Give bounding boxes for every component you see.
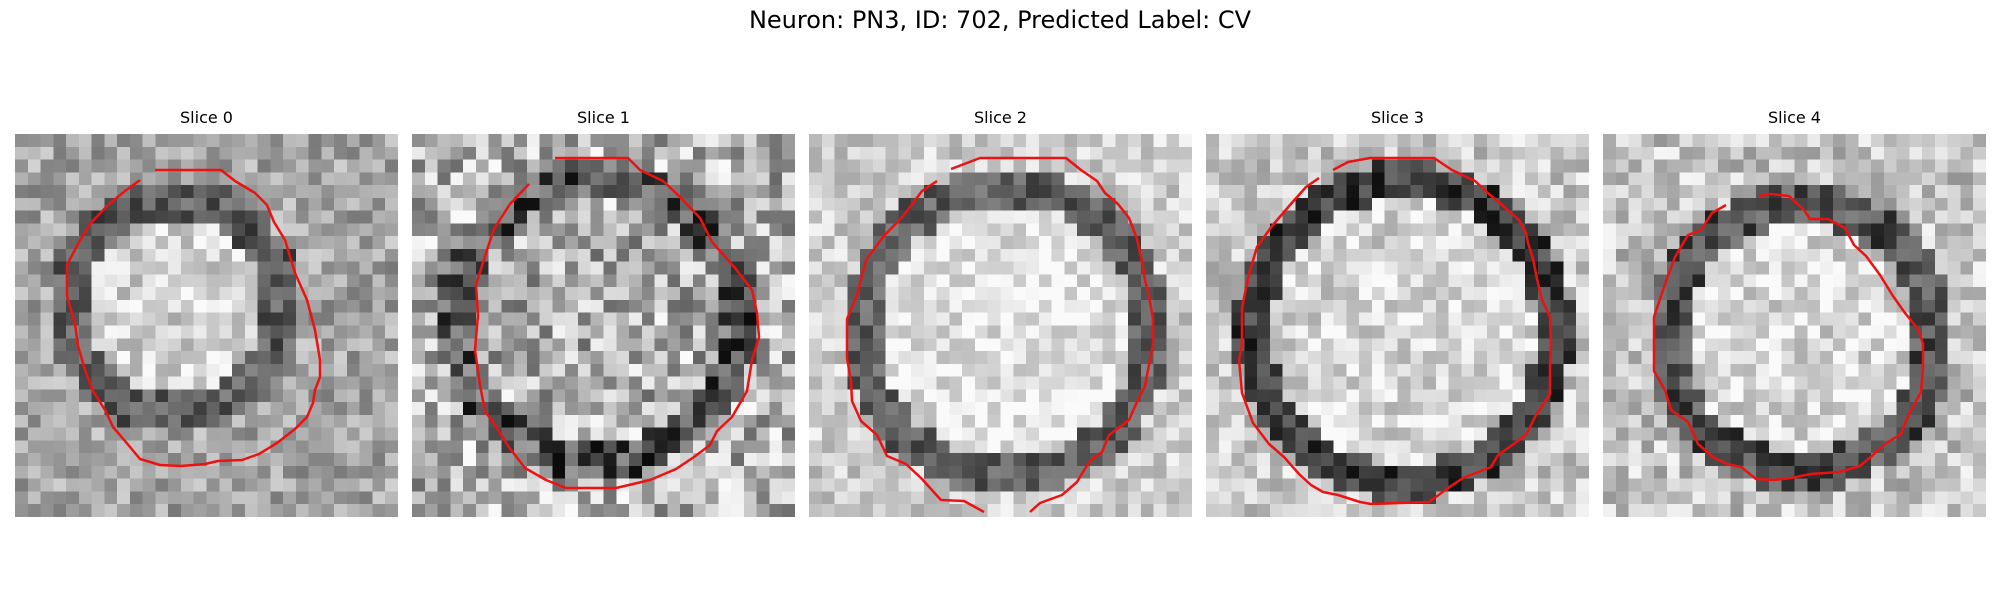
cell-contour (65, 168, 322, 468)
grayscale-slice-image (15, 134, 398, 517)
slice-image (15, 134, 398, 517)
slice-title: Slice 0 (180, 108, 233, 127)
slice-image (1603, 134, 1986, 517)
slice-title: Slice 4 (1768, 108, 1821, 127)
cell-contour (1237, 156, 1553, 506)
slice-image (412, 134, 795, 517)
grayscale-slice-image (809, 134, 1192, 517)
slice-title: Slice 1 (577, 108, 630, 127)
grayscale-slice-image (1603, 134, 1986, 517)
slice-image (1206, 134, 1589, 517)
grayscale-slice-image (412, 134, 795, 517)
cell-contour (473, 156, 761, 490)
slice-title: Slice 3 (1371, 108, 1424, 127)
slice-image (809, 134, 1192, 517)
grayscale-slice-image (1206, 134, 1589, 517)
slice-title: Slice 2 (974, 108, 1027, 127)
figure-title: Neuron: PN3, ID: 702, Predicted Label: C… (748, 6, 1252, 34)
cell-contour (1652, 192, 1925, 482)
cell-contour (845, 156, 1155, 514)
